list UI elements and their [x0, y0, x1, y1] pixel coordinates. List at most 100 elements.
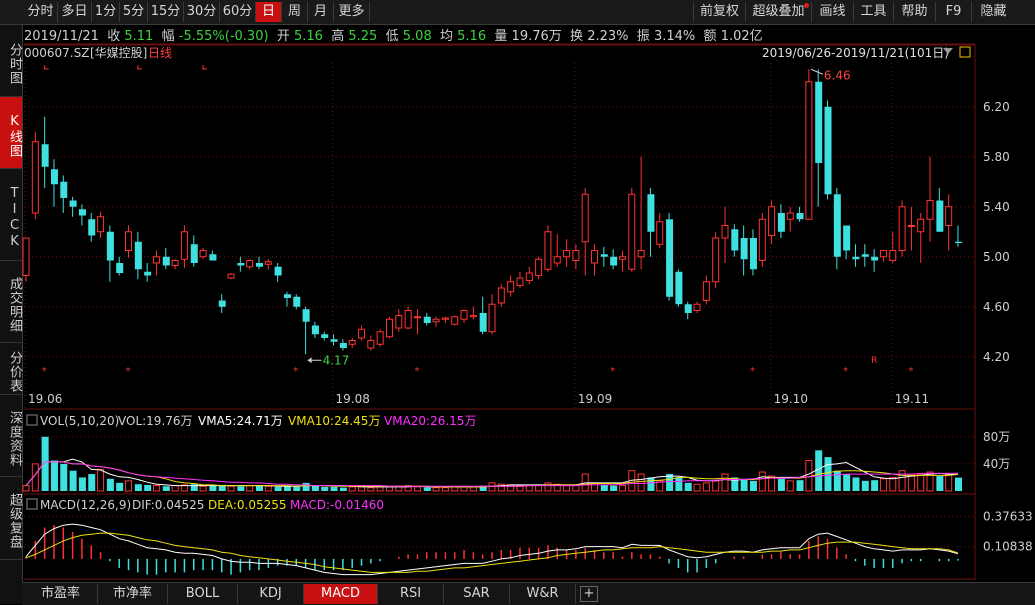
- info-date: 2019/11/21: [24, 29, 99, 44]
- sidebar-tab-4[interactable]: 分价表: [0, 343, 22, 395]
- event-star-icon-7: *: [908, 366, 913, 377]
- macd-legend-dif: DIF:0.04525: [132, 498, 204, 512]
- period-label: 日线: [148, 46, 172, 60]
- toolbar-btn-4[interactable]: 15分: [148, 2, 184, 22]
- indicator-tab-2[interactable]: BOLL: [168, 584, 238, 604]
- indicator-tab-7[interactable]: W&R: [510, 584, 576, 604]
- candle-body-15: [162, 256, 170, 266]
- indicator-tab-3[interactable]: KDJ: [238, 584, 304, 604]
- indicator-tab-0[interactable]: 市盈率: [24, 584, 98, 604]
- sidebar-tab-3[interactable]: 成交明细: [0, 261, 22, 343]
- info-open-label: 开: [276, 29, 290, 44]
- sidebar-tab-1[interactable]: K线图: [0, 97, 22, 169]
- vol-bar-14: [152, 485, 160, 492]
- candle-body-74: [712, 237, 720, 283]
- candle-body-31: [311, 325, 319, 335]
- vol-bar-83: [796, 480, 804, 491]
- top-toolbar: 分时 多日 1分 5分 15分 30分 60分日周月更多 前复权 超级叠加 画线 工具 帮助 F9 隐藏: [0, 0, 1035, 25]
- toolbar-right-btn-2[interactable]: 画线: [811, 2, 853, 22]
- vol-bar-71: [684, 482, 692, 491]
- toolbar-btn-5[interactable]: 30分: [184, 2, 220, 22]
- vol-bar-4: [60, 463, 68, 491]
- vol-bar-27: [274, 486, 282, 491]
- add-tab-icon[interactable]: +: [580, 586, 598, 602]
- candle-body-16: [171, 260, 179, 266]
- indicator-tab-1[interactable]: 市净率: [98, 584, 168, 604]
- vol-bar-28: [283, 485, 291, 491]
- vol-bar-49: [479, 485, 487, 491]
- r-marker: R: [871, 356, 877, 366]
- macd-legend-name: MACD(12,26,9): [40, 498, 131, 512]
- vol-bar-72: [693, 483, 701, 492]
- vol-bar-44: [432, 487, 440, 492]
- vol-bar-9: [106, 478, 114, 491]
- info-open-value: 5.16: [293, 29, 323, 44]
- toolbar-right-btn-0[interactable]: 前复权: [693, 2, 745, 22]
- vol-bar-68: [656, 480, 664, 492]
- event-star-icon-6: *: [843, 366, 848, 377]
- toolbar-right-btn-5[interactable]: F9: [935, 2, 971, 22]
- sidebar-tab-0[interactable]: 分时图: [0, 25, 22, 97]
- vol-bar-46: [451, 486, 459, 492]
- range-expand-icon[interactable]: [959, 46, 971, 58]
- toolbar-btn-8[interactable]: 周: [282, 2, 308, 22]
- event-star-icon-4: *: [610, 366, 615, 377]
- toolbar-right-btn-1[interactable]: 超级叠加: [745, 2, 811, 22]
- candle-body-35: [348, 340, 356, 345]
- vol-bar-0: [22, 485, 30, 492]
- vol-bar-30: [302, 482, 310, 491]
- vol-bar-31: [311, 485, 319, 491]
- toolbar-right-btn-3[interactable]: 工具: [853, 2, 893, 22]
- candle-body-54: [525, 272, 533, 281]
- candle-body-92: [879, 250, 887, 258]
- toolbar-btn-2[interactable]: 1分: [92, 2, 120, 22]
- indicator-tab-5[interactable]: RSI: [378, 584, 444, 604]
- range-dropdown-icon[interactable]: [943, 48, 953, 54]
- vol-bar-75: [721, 473, 729, 492]
- vol-ma-line-vma20: [25, 461, 959, 487]
- vol-bar-96: [917, 474, 925, 492]
- vol-bar-63: [610, 485, 618, 491]
- toolbar-btn-9[interactable]: 月: [308, 2, 334, 22]
- candle-body-25: [256, 263, 263, 267]
- sidebar-tab-2[interactable]: TICK: [0, 169, 22, 261]
- info-vol-value: 19.76万: [511, 29, 562, 44]
- sidebar-tab-5[interactable]: 深度资料: [0, 395, 22, 477]
- toolbar-btn-1[interactable]: 多日: [58, 2, 92, 22]
- toolbar-right-btn-6[interactable]: 隐藏: [971, 2, 1015, 22]
- macd-dea-line: [25, 532, 959, 573]
- toolbar-btn-6[interactable]: 60分: [220, 2, 256, 22]
- vol-bar-100: [955, 477, 962, 491]
- candle-body-61: [591, 250, 599, 264]
- vol-legend-box-icon[interactable]: [26, 414, 38, 426]
- indicator-tabs: 市盈率 市净率 BOLL KDJ MACD RSI SAR W&R +: [22, 582, 1035, 605]
- toolbar-right-btn-4[interactable]: 帮助: [893, 2, 935, 22]
- vol-bar-99: [945, 474, 953, 492]
- toolbar-btn-3[interactable]: 5分: [120, 2, 148, 22]
- candle-body-87: [833, 194, 841, 257]
- candle-body-5: [69, 200, 77, 207]
- vol-bar-58: [563, 485, 571, 492]
- candle-body-56: [544, 231, 552, 270]
- vol-bar-41: [404, 485, 412, 492]
- toolbar-btn-10[interactable]: 更多: [334, 2, 370, 22]
- candle-body-98: [936, 200, 944, 232]
- date-range[interactable]: 2019/06/26-2019/11/21(101日): [762, 46, 949, 60]
- vol-bar-5: [69, 470, 77, 491]
- vol-legend-ma5: VMA5:24.71万: [198, 414, 283, 428]
- macd-y-tick-1: 0.37633: [983, 510, 1033, 524]
- indicator-tab-4[interactable]: MACD: [304, 584, 378, 604]
- candle-body-11: [125, 231, 133, 251]
- toolbar-btn-7[interactable]: 日: [256, 2, 282, 22]
- macd-legend-box-icon[interactable]: [26, 498, 38, 510]
- stock-code: 000607.SZ: [24, 46, 89, 60]
- toolbar-btn-0[interactable]: 分时: [24, 2, 58, 22]
- candle-body-7: [88, 219, 96, 236]
- candle-body-88: [843, 225, 851, 251]
- sidebar-tab-6[interactable]: 超级复盘: [0, 477, 22, 560]
- indicator-tab-6[interactable]: SAR: [444, 584, 510, 604]
- x-tick-label-4: 19.11: [895, 392, 929, 406]
- candle-body-79: [758, 218, 766, 261]
- main-y-tick-2: 5.00: [983, 250, 1010, 264]
